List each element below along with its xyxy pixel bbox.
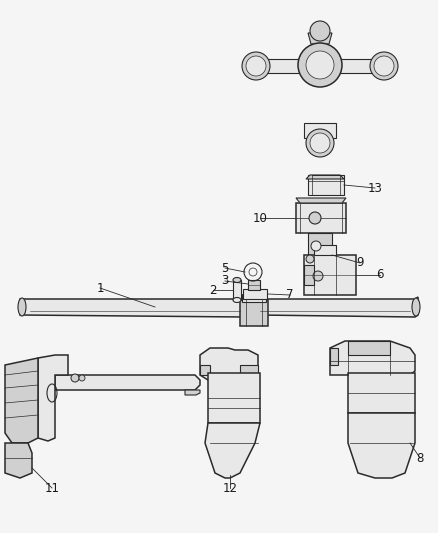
Text: 5: 5 bbox=[221, 262, 229, 274]
Bar bbox=[308, 175, 344, 195]
Circle shape bbox=[242, 52, 270, 80]
Polygon shape bbox=[330, 348, 338, 365]
Circle shape bbox=[374, 56, 394, 76]
Bar bbox=[348, 373, 415, 413]
Polygon shape bbox=[306, 175, 344, 179]
Circle shape bbox=[306, 129, 334, 157]
Circle shape bbox=[246, 56, 266, 76]
Text: 9: 9 bbox=[356, 256, 364, 270]
Bar bbox=[314, 245, 336, 255]
Circle shape bbox=[309, 212, 321, 224]
Polygon shape bbox=[55, 375, 200, 390]
Bar bbox=[208, 373, 260, 423]
Text: 2: 2 bbox=[209, 284, 217, 296]
Polygon shape bbox=[348, 413, 415, 478]
Circle shape bbox=[313, 271, 323, 281]
Polygon shape bbox=[296, 198, 346, 203]
Polygon shape bbox=[308, 33, 332, 44]
Circle shape bbox=[310, 21, 330, 41]
Circle shape bbox=[79, 375, 85, 381]
Text: 7: 7 bbox=[286, 288, 294, 302]
Text: 6: 6 bbox=[376, 269, 384, 281]
Circle shape bbox=[306, 51, 334, 79]
Polygon shape bbox=[304, 123, 336, 138]
Text: 8: 8 bbox=[416, 451, 424, 464]
Polygon shape bbox=[20, 297, 248, 317]
Bar bbox=[233, 280, 241, 300]
Polygon shape bbox=[205, 423, 260, 478]
Polygon shape bbox=[260, 59, 380, 73]
Bar bbox=[308, 233, 332, 255]
Polygon shape bbox=[258, 297, 418, 317]
Bar bbox=[314, 253, 322, 275]
Ellipse shape bbox=[18, 298, 26, 316]
Polygon shape bbox=[330, 341, 415, 375]
Bar bbox=[304, 255, 356, 295]
Circle shape bbox=[298, 43, 342, 87]
Polygon shape bbox=[185, 390, 200, 395]
Ellipse shape bbox=[233, 278, 241, 282]
Bar bbox=[304, 265, 314, 285]
Text: 3: 3 bbox=[221, 274, 229, 287]
Polygon shape bbox=[5, 358, 38, 443]
Text: 10: 10 bbox=[253, 212, 268, 224]
Text: 13: 13 bbox=[367, 182, 382, 195]
Polygon shape bbox=[240, 365, 258, 375]
Circle shape bbox=[370, 52, 398, 80]
Polygon shape bbox=[200, 365, 210, 375]
Circle shape bbox=[71, 374, 79, 382]
Ellipse shape bbox=[412, 298, 420, 316]
Bar bbox=[240, 300, 268, 326]
Polygon shape bbox=[348, 341, 390, 355]
Bar bbox=[243, 289, 267, 299]
Ellipse shape bbox=[233, 297, 241, 303]
Bar bbox=[296, 203, 346, 233]
Polygon shape bbox=[38, 355, 68, 441]
Text: 11: 11 bbox=[45, 481, 60, 495]
Circle shape bbox=[306, 255, 314, 263]
Polygon shape bbox=[5, 443, 32, 478]
Polygon shape bbox=[200, 348, 258, 385]
Bar bbox=[242, 294, 266, 302]
Circle shape bbox=[310, 133, 330, 153]
Circle shape bbox=[311, 241, 321, 251]
Text: 12: 12 bbox=[223, 481, 237, 495]
Text: 1: 1 bbox=[96, 281, 104, 295]
Bar bbox=[248, 280, 260, 290]
